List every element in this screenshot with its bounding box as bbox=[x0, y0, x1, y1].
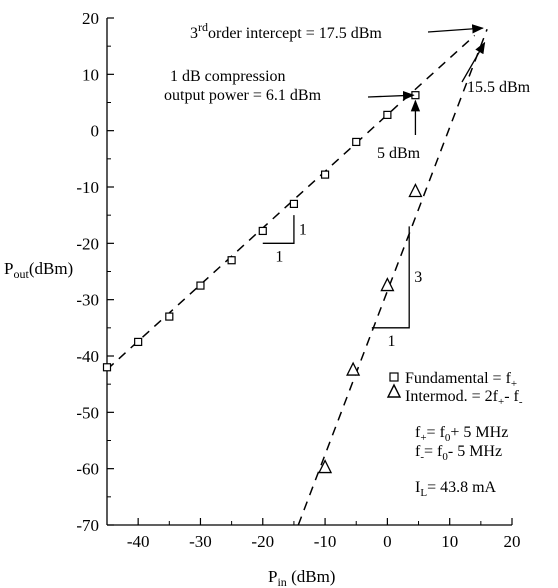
intercept-value-label: 15.5 dBm bbox=[467, 79, 531, 96]
x-tick-label: 10 bbox=[441, 532, 458, 551]
fundamental-point bbox=[352, 137, 361, 147]
x-axis-title-sub: in bbox=[277, 575, 286, 588]
fundamental-point bbox=[102, 363, 112, 372]
annotation-arrows bbox=[367, 24, 486, 135]
compression-label-line1: 1 dB compression bbox=[170, 68, 286, 85]
y-axis-title: Pout(dBm) bbox=[4, 259, 73, 281]
fundamental-point bbox=[383, 110, 392, 119]
note-current-a-sub: L bbox=[420, 487, 427, 499]
legend-fundamental-main: Fundamental = f bbox=[405, 370, 512, 387]
y-tick-label: 20 bbox=[82, 9, 99, 28]
legend-fundamental-label: Fundamental = f+ bbox=[405, 370, 517, 390]
note-fminus-c: - 5 MHz bbox=[448, 443, 502, 460]
note-fplus-a-sub: + bbox=[420, 432, 426, 444]
note-fplus-c: + 5 MHz bbox=[450, 424, 508, 441]
note-fplus: f+= f0+ 5 MHz bbox=[415, 424, 508, 444]
note-fminus-a-sub: - bbox=[420, 451, 424, 463]
fundamental-point bbox=[196, 281, 205, 290]
note-fplus-b: = f bbox=[427, 424, 446, 441]
legend-intermod-sub2: - bbox=[519, 396, 523, 408]
y-tick-label: -70 bbox=[76, 516, 99, 535]
legend-triangle-marker bbox=[386, 383, 402, 398]
intermod-point bbox=[408, 183, 423, 198]
y-axis-title-sub: out bbox=[13, 267, 29, 281]
legend: Fundamental = f+ Intermod. = 2f+- f- bbox=[386, 370, 523, 408]
intercept-arrow bbox=[427, 24, 484, 34]
note-fminus-b-sub: 0 bbox=[442, 451, 448, 463]
y-tick-label: -20 bbox=[76, 234, 99, 253]
data-markers bbox=[102, 91, 423, 474]
x-tick-label: -30 bbox=[189, 532, 212, 551]
y-tick-label: 0 bbox=[91, 122, 100, 141]
intercept-label-num: 3 bbox=[190, 25, 198, 42]
note-fminus-b: = f bbox=[424, 443, 443, 460]
y-axis-title-main: P bbox=[4, 259, 13, 278]
y-axis-title-rest: (dBm) bbox=[29, 259, 73, 278]
fundamental-point bbox=[258, 226, 267, 236]
legend-square-marker bbox=[389, 372, 399, 382]
intermod-fit-line bbox=[297, 28, 488, 526]
intermod-point bbox=[380, 277, 395, 292]
intercept-label: 3rdorder intercept = 17.5 dBm bbox=[190, 20, 382, 42]
note-fplus-a: f bbox=[415, 424, 421, 441]
x-axis-title-rest: (dBm) bbox=[287, 567, 336, 586]
legend-intermod-main: Intermod. = 2f bbox=[405, 388, 499, 405]
x-tick-label: 0 bbox=[383, 532, 392, 551]
compression-label-line2: output power = 6.1 dBm bbox=[164, 87, 322, 104]
y-tick-label: -60 bbox=[76, 460, 99, 479]
fundamental-point bbox=[134, 337, 143, 347]
x-tick-label: -10 bbox=[314, 532, 337, 551]
note-current: IL= 43.8 mA bbox=[415, 479, 497, 499]
slope-triangle bbox=[371, 226, 410, 329]
x-tick-label: 20 bbox=[504, 532, 521, 551]
slope-run-label: 1 bbox=[388, 333, 396, 350]
fundamental-point bbox=[227, 256, 236, 265]
legend-fundamental-sub: + bbox=[511, 378, 517, 390]
y-tick-label: -50 bbox=[76, 403, 99, 422]
y-tick-label: -40 bbox=[76, 347, 99, 366]
slope-run-label: 1 bbox=[275, 248, 283, 265]
fundamental-point bbox=[289, 199, 299, 208]
compression-input-label: 5 dBm bbox=[377, 145, 421, 162]
note-fplus-b-sub: 0 bbox=[445, 432, 451, 444]
y-tick-label: -10 bbox=[76, 178, 99, 197]
intermod-point bbox=[346, 361, 361, 376]
note-current-a: I bbox=[415, 479, 420, 496]
x-axis-title: Pin (dBm) bbox=[268, 567, 335, 588]
slope-triangle bbox=[262, 215, 295, 244]
legend-intermod-label: Intermod. = 2f+- f- bbox=[405, 388, 523, 408]
note-fminus-a: f bbox=[415, 443, 421, 460]
slope-rise-label: 1 bbox=[299, 221, 307, 238]
legend-intermod-mid: - f bbox=[504, 388, 519, 405]
fundamental-point bbox=[165, 312, 174, 321]
intercept-label-sup: rd bbox=[198, 20, 208, 34]
x-tick-label: -20 bbox=[251, 532, 274, 551]
y-tick-label: 10 bbox=[82, 65, 99, 84]
intermod-point bbox=[318, 459, 333, 474]
intercept-value-arrow bbox=[461, 41, 486, 83]
x-axis-title-main: P bbox=[268, 567, 277, 586]
note-fminus: f-= f0- 5 MHz bbox=[415, 443, 502, 463]
note-current-b: = 43.8 mA bbox=[427, 479, 496, 496]
slope-rise-label: 3 bbox=[414, 269, 422, 286]
y-tick-label: -30 bbox=[76, 291, 99, 310]
fundamental-point bbox=[320, 170, 330, 179]
x-tick-label: -40 bbox=[127, 532, 150, 551]
compression-arrow bbox=[367, 90, 415, 101]
intercept-label-text: order intercept = 17.5 dBm bbox=[208, 25, 382, 42]
legend-intermod-sub1: + bbox=[498, 396, 504, 408]
